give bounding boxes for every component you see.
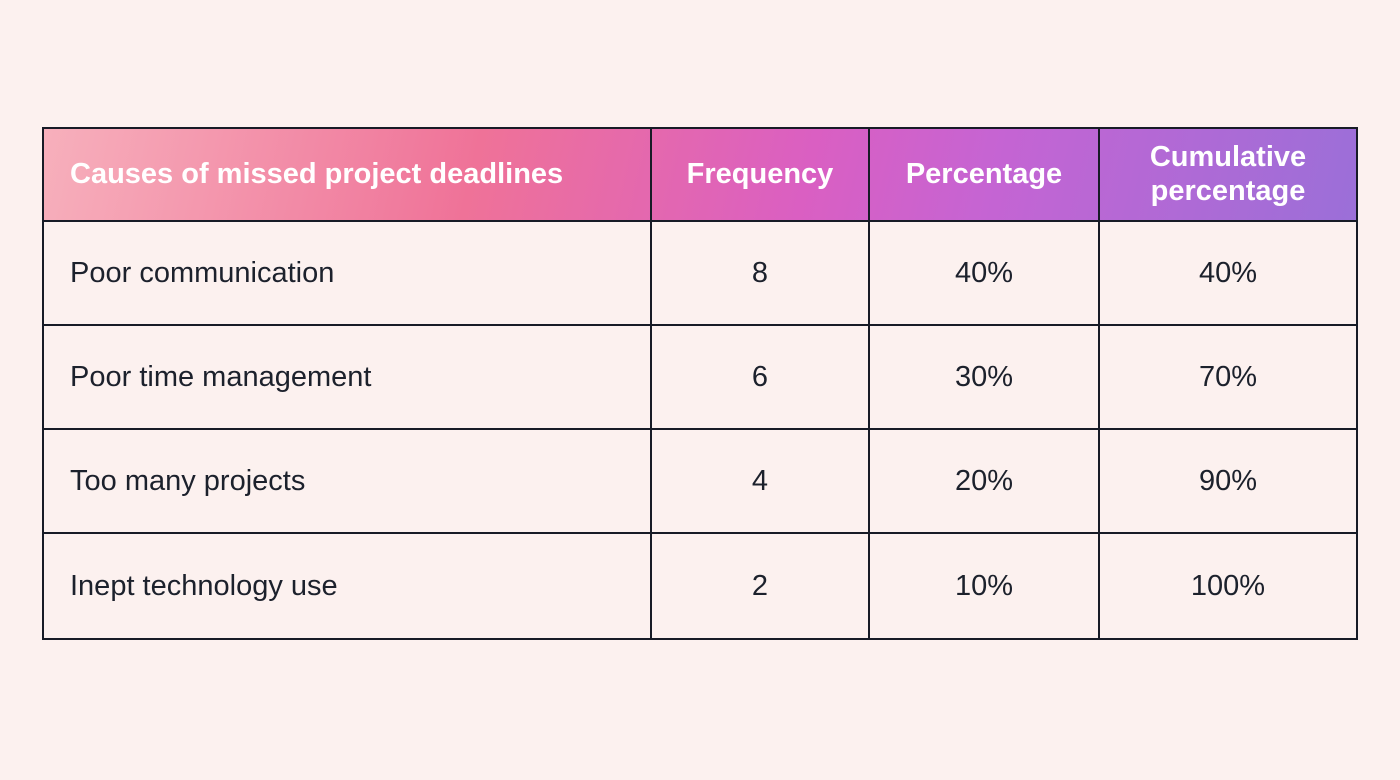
header-cell-percentage: Percentage (870, 129, 1100, 220)
cell-cumulative: 40% (1198, 256, 1258, 289)
cell-percentage: 20% (870, 430, 1100, 532)
cell-cause: Inept technology use (44, 534, 652, 638)
header-cell-cumulative: Cumulative percentage (1149, 141, 1307, 207)
cell-cumulative: 100% (1190, 569, 1266, 602)
table-row: Poor time management 6 30% 70% (44, 326, 1356, 430)
table-row: Too many projects 4 20% 90% (44, 430, 1356, 534)
header-cell-frequency: Frequency (652, 129, 870, 220)
cell-percentage: 40% (870, 222, 1100, 324)
cell-cause: Too many projects (44, 430, 652, 532)
table-row: Inept technology use 2 10% 100% (44, 534, 1356, 638)
header-cell-causes: Causes of missed project deadlines (44, 129, 652, 220)
cell-cumulative: 70% (1198, 360, 1258, 393)
cell-percentage: 10% (870, 534, 1100, 638)
table-header-row: Causes of missed project deadlines Frequ… (44, 129, 1356, 222)
pareto-causes-table: Causes of missed project deadlines Frequ… (42, 127, 1358, 640)
cell-frequency: 8 (652, 222, 870, 324)
cell-frequency: 6 (652, 326, 870, 428)
table-row: Poor communication 8 40% 40% (44, 222, 1356, 326)
cell-frequency: 2 (652, 534, 870, 638)
cell-percentage: 30% (870, 326, 1100, 428)
cell-cumulative: 90% (1198, 464, 1258, 497)
cell-cause: Poor time management (44, 326, 652, 428)
cell-cause: Poor communication (44, 222, 652, 324)
cell-frequency: 4 (652, 430, 870, 532)
